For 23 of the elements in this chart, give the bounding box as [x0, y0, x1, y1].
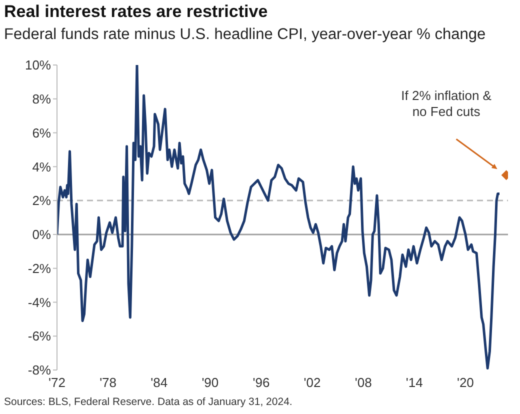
y-tick-label: -2%: [28, 260, 52, 276]
y-tick-label: 10%: [24, 58, 52, 73]
x-tick-label: '02: [304, 375, 321, 390]
y-tick-label: 8%: [32, 92, 52, 107]
annotation: If 2% inflation & no Fed cuts: [401, 88, 492, 120]
y-tick-label: -4%: [28, 294, 52, 310]
y-tick-label: -8%: [28, 362, 52, 378]
y-tick-label: 4%: [32, 159, 52, 174]
chart-title: Real interest rates are restrictive: [4, 2, 268, 22]
x-tick-label: '84: [150, 375, 168, 390]
x-tick-label: '08: [354, 375, 372, 390]
source-note: Sources: BLS, Federal Reserve. Data as of January 31, 2024.: [4, 396, 292, 408]
x-tick-label: '20: [456, 375, 474, 390]
x-tick-label: '14: [406, 375, 423, 390]
x-tick-label: '96: [252, 375, 270, 390]
x-tick-label: '90: [202, 375, 219, 390]
y-tick-label: -6%: [28, 328, 52, 344]
y-tick-label: 2%: [32, 193, 52, 208]
chart-subtitle: Federal funds rate minus U.S. headline CPI, year-over-year % change: [4, 26, 486, 44]
x-tick-label: '78: [100, 375, 117, 390]
y-tick-label: 6%: [32, 125, 52, 140]
x-tick-label: '72: [48, 375, 66, 390]
y-tick-label: 0%: [32, 227, 52, 242]
